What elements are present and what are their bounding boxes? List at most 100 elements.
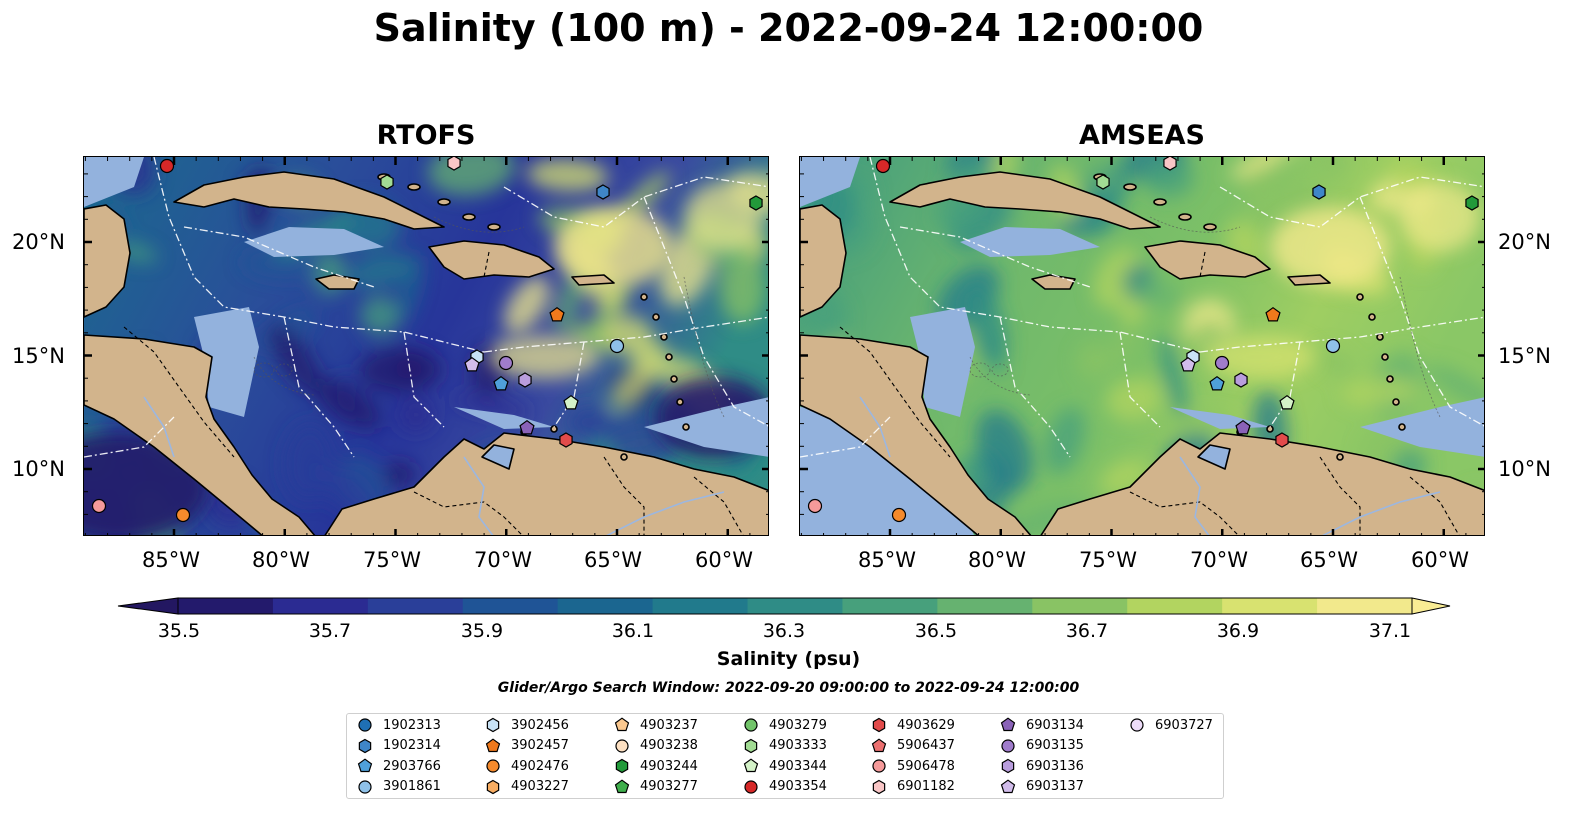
legend-label: 4903237 <box>640 717 698 733</box>
float-marker-hexagon <box>1312 184 1326 200</box>
shallow-shelf <box>800 157 1484 535</box>
search-window-text: Glider/Argo Search Window: 2022-09-20 09… <box>497 680 1080 696</box>
legend-marker-hexagon <box>486 717 500 733</box>
legend-item: 4903333 <box>743 736 827 756</box>
high-salinity-tongue <box>1205 182 1480 379</box>
float-marker-pentagon <box>1180 356 1196 372</box>
legend-label: 1902313 <box>383 717 441 733</box>
legend-label: 4903629 <box>897 717 955 733</box>
legend-marker-pentagon <box>1000 778 1016 793</box>
float-marker-hexagon <box>1275 432 1289 448</box>
legend-item: 4903277 <box>614 777 698 797</box>
legend-label: 6903134 <box>1026 717 1084 733</box>
colorbar <box>117 597 1451 615</box>
float-marker-hexagon <box>380 174 394 190</box>
float-marker-hexagon <box>1163 157 1177 171</box>
float-marker-circle <box>609 338 625 354</box>
legend-label: 2903766 <box>383 758 441 774</box>
lat-label-20n-left: 20°N <box>12 230 65 254</box>
float-marker-pentagon <box>464 356 480 372</box>
bathymetry-contours <box>253 216 725 418</box>
legend-marker-circle <box>744 779 758 794</box>
legend-label: 4903227 <box>511 779 569 794</box>
legend-marker-circle <box>615 738 629 753</box>
legend-marker-circle <box>1001 738 1015 753</box>
float-marker-hexagon <box>447 157 461 171</box>
legend-marker-circle <box>872 759 886 773</box>
lat-label-10n-left: 10°N <box>12 457 65 481</box>
float-marker-pentagon <box>493 375 509 391</box>
float-marker-pentagon <box>563 394 579 410</box>
float-marker-circle <box>1325 338 1341 354</box>
float-marker-hexagon <box>559 432 573 448</box>
float-marker-circle <box>175 507 191 523</box>
legend-label: 4903279 <box>769 717 827 733</box>
landmass <box>84 171 768 535</box>
legend-label: 6903727 <box>1155 717 1213 733</box>
legend-marker-pentagon <box>1000 717 1016 732</box>
colorbar-tick-label: 37.1 <box>1368 620 1412 642</box>
rivers <box>143 396 725 535</box>
panel-title-rtofs: RTOFS <box>376 120 476 151</box>
lat-label-15n-left: 15°N <box>12 344 65 368</box>
legend-item: 5906437 <box>871 736 955 756</box>
colorbar-bin <box>747 598 844 614</box>
legend-label: 3902457 <box>511 738 569 753</box>
legend-item: 4902476 <box>485 756 569 776</box>
colorbar-tick-label: 36.3 <box>762 620 806 642</box>
legend-item: 2903766 <box>357 756 441 776</box>
legend-label: 4902476 <box>511 758 569 774</box>
legend-marker-circle <box>486 759 500 773</box>
lat-label-10n-right: 10°N <box>1498 457 1551 481</box>
colorbar-bin <box>1222 598 1318 614</box>
colorbar-label: Salinity (psu) <box>716 648 861 670</box>
legend-item: 6903137 <box>1000 777 1084 797</box>
legend-item: 4903279 <box>743 715 827 735</box>
float-marker-circle <box>1214 355 1230 371</box>
legend-item: 6903134 <box>1000 715 1084 735</box>
lon-label-85w-a: 85°W <box>142 548 200 572</box>
legend-marker-pentagon <box>743 758 759 773</box>
legend-item: 6903727 <box>1129 715 1213 735</box>
float-marker-hexagon <box>1234 372 1248 388</box>
rivers <box>859 396 1441 535</box>
legend-item: 4903238 <box>614 736 698 756</box>
legend-label: 5906437 <box>897 738 955 753</box>
legend-label: 4903333 <box>769 738 827 753</box>
legend-marker-circle <box>744 718 758 732</box>
colorbar-bin <box>652 598 749 614</box>
legend-marker-pentagon <box>614 778 630 793</box>
legend-label: 4903244 <box>640 758 698 774</box>
float-marker-pentagon <box>1235 419 1251 435</box>
legend-label: 6901182 <box>897 779 955 794</box>
legend-marker-hexagon <box>1001 758 1015 774</box>
colorbar-tick-label: 36.1 <box>611 620 655 642</box>
lon-label-75w-b: 75°W <box>1079 548 1137 572</box>
axis-ticks <box>800 157 1484 535</box>
legend-marker-hexagon <box>872 717 886 733</box>
legend-item: 1902314 <box>357 736 441 756</box>
legend-item: 3902456 <box>485 715 569 735</box>
float-marker-pentagon <box>549 306 565 322</box>
legend-marker-hexagon <box>358 738 372 753</box>
float-marker-circle <box>498 355 514 371</box>
legend-marker-pentagon <box>357 758 373 773</box>
legend-label: 4903354 <box>769 779 827 794</box>
legend-marker-hexagon <box>615 758 629 774</box>
colorbar-extend-high <box>1411 597 1451 615</box>
country-borders <box>839 251 1460 535</box>
float-marker-hexagon <box>749 195 763 211</box>
landmass <box>800 171 1484 535</box>
legend-label: 3902456 <box>511 717 569 733</box>
legend-label: 4903238 <box>640 738 698 753</box>
lon-label-70w-b: 70°W <box>1190 548 1248 572</box>
legend-marker-hexagon <box>872 779 886 794</box>
float-marker-circle <box>91 498 107 514</box>
legend-item: 3902457 <box>485 736 569 756</box>
lon-label-80w-b: 80°W <box>968 548 1026 572</box>
legend-marker-hexagon <box>744 738 758 753</box>
colorbar-tick-label: 36.9 <box>1216 620 1260 642</box>
colorbar-bin <box>1127 598 1223 614</box>
legend-item: 4903227 <box>485 777 569 797</box>
legend-item: 5906478 <box>871 756 955 776</box>
